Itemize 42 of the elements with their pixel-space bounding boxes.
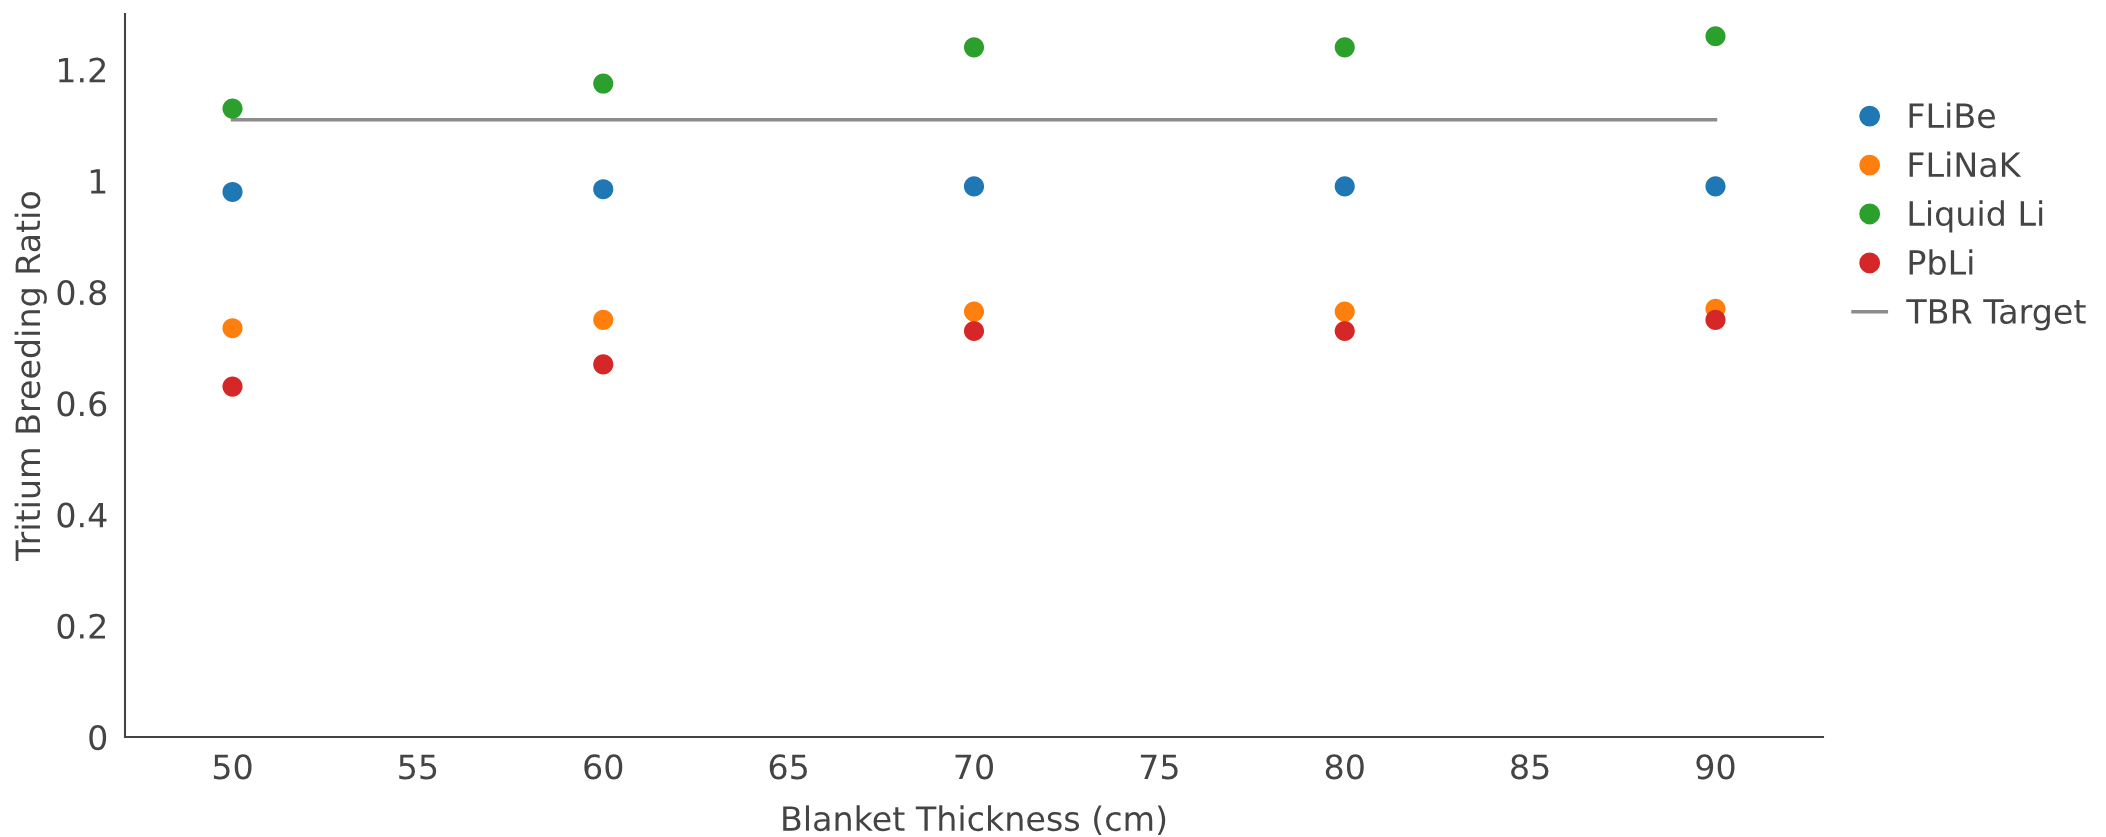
- point: [593, 354, 614, 375]
- point: [1334, 320, 1355, 342]
- legend-label: PbLi: [1909, 249, 1973, 276]
- y-tick-label: 0.2: [57, 613, 105, 639]
- x-tick-label: 80: [1325, 754, 1364, 780]
- x-tick-label: 65: [769, 754, 807, 780]
- point: [222, 376, 243, 397]
- legend-label: TBR Target: [1906, 299, 2086, 331]
- y-tick-label: 0: [89, 724, 107, 751]
- point: [593, 179, 614, 200]
- x-tick-label: 55: [399, 754, 437, 780]
- point: [222, 318, 243, 339]
- x-tick-label: 85: [1511, 754, 1549, 780]
- x-axis-title: Blanket Thickness (cm): [783, 805, 1166, 836]
- legend-label: FLiNaK: [1909, 151, 2022, 178]
- point: [1705, 26, 1726, 47]
- y-axis-title: Tritium Breeding Ratio: [14, 192, 47, 561]
- x-tick-label: 50: [213, 754, 252, 780]
- legend-label: FLiBe: [1909, 102, 1995, 129]
- y-tick-label: 0.6: [57, 391, 107, 417]
- legend-label: Liquid Li: [1909, 200, 2043, 233]
- x-tick-label: 90: [1696, 754, 1735, 780]
- x-tick-label: 60: [584, 754, 623, 780]
- y-tick-label: 0.8: [57, 280, 107, 306]
- y-tick-label: 1.2: [58, 57, 105, 83]
- point: [1334, 301, 1355, 322]
- point: [963, 37, 985, 58]
- point: [963, 320, 985, 342]
- y-tick-label: 1: [90, 169, 106, 194]
- point: [1334, 37, 1355, 58]
- point: [963, 301, 985, 322]
- x-tick-label: 75: [1140, 754, 1178, 780]
- point: [1705, 176, 1726, 197]
- point: [222, 98, 243, 119]
- point: [1334, 176, 1355, 197]
- point: [593, 309, 614, 330]
- x-tick-label: 70: [955, 754, 993, 780]
- point: [593, 73, 614, 94]
- point: [1705, 309, 1726, 330]
- y-tick-label: 0.4: [57, 502, 107, 528]
- point: [963, 176, 985, 197]
- point: [222, 181, 243, 203]
